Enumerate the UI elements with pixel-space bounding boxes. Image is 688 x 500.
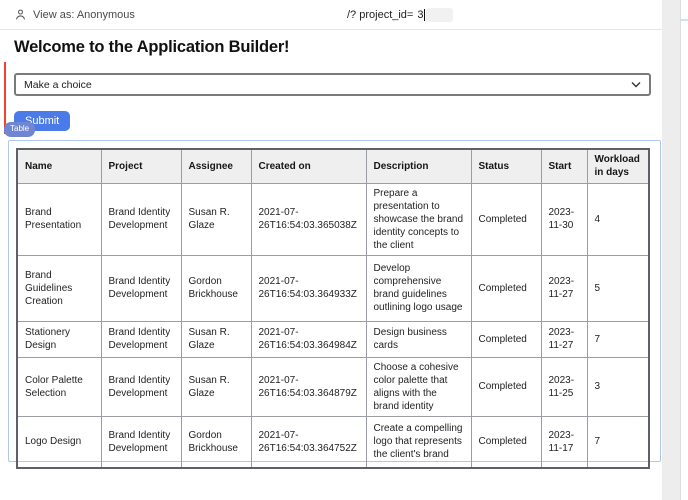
cell-status: Completed xyxy=(470,182,542,256)
table-tooltip-badge: Table xyxy=(4,122,36,137)
component-highlight-line xyxy=(4,62,6,134)
url-prefix-label: /? project_id= xyxy=(347,9,414,21)
cell-description: Prepare a presentation to showcase the b… xyxy=(365,182,472,256)
table-row: Brand Guidelines Creation Brand Identity… xyxy=(16,254,650,322)
column-header-name: Name xyxy=(16,148,102,184)
cell-assignee: Susan R. Glaze xyxy=(180,320,252,358)
data-table: Name Project Assignee Created on Descrip… xyxy=(16,148,650,469)
cell-created-on: 2021-07-26T16:54:03.364984Z xyxy=(250,320,367,358)
column-header-start: Start xyxy=(540,148,588,184)
cell-created-on: 2021-07-26T16:54:03.364752Z xyxy=(250,415,367,469)
cell-description: Develop comprehensive brand guidelines o… xyxy=(365,254,472,322)
column-header-status: Status xyxy=(470,148,542,184)
chevron-down-icon xyxy=(631,81,641,88)
text-caret xyxy=(424,9,426,21)
cell-start: 2023-11-27 xyxy=(540,254,588,322)
cell-project: Brand Identity Development xyxy=(100,182,182,256)
cell-start: 2023-11-27 xyxy=(540,320,588,358)
cell-created-on: 2021-07-26T16:54:03.364933Z xyxy=(250,254,367,322)
cell-assignee: Gordon Brickhouse xyxy=(180,254,252,322)
cell-assignee: Susan R. Glaze xyxy=(180,356,252,417)
cell-name: Color Palette Selection xyxy=(16,356,102,417)
cell-workload: 5 xyxy=(586,254,650,322)
cell-start: 2023-11-25 xyxy=(540,356,588,417)
right-gutter xyxy=(662,0,681,500)
project-id-value: 3 xyxy=(417,9,424,21)
cell-description: Choose a cohesive color palette that ali… xyxy=(365,356,472,417)
column-header-description: Description xyxy=(365,148,472,184)
table-row: Logo Design Brand Identity Development G… xyxy=(16,415,650,469)
column-header-created-on: Created on xyxy=(250,148,367,184)
cell-assignee: Gordon Brickhouse xyxy=(180,415,252,469)
cell-workload: 3 xyxy=(586,356,650,417)
cell-project: Brand Identity Development xyxy=(100,356,182,417)
cell-name: Logo Design xyxy=(16,415,102,469)
cell-status: Completed xyxy=(470,415,542,469)
choice-dropdown[interactable]: Make a choice xyxy=(14,73,651,96)
cell-description: Create a compelling logo that represents… xyxy=(365,415,472,469)
cell-workload: 7 xyxy=(586,415,650,469)
cell-status: Completed xyxy=(470,356,542,417)
page-title: Welcome to the Application Builder! xyxy=(14,38,290,56)
person-icon xyxy=(14,8,27,21)
scroll-indicator[interactable] xyxy=(681,19,688,21)
cell-name: Stationery Design xyxy=(16,320,102,358)
cell-workload: 7 xyxy=(586,320,650,358)
cell-created-on: 2021-07-26T16:54:03.365038Z xyxy=(250,182,367,256)
project-id-input[interactable] xyxy=(426,8,454,22)
column-header-project: Project xyxy=(100,148,182,184)
table-row: Stationery Design Brand Identity Develop… xyxy=(16,320,650,358)
right-page-edge xyxy=(682,0,688,500)
view-as-label: View as: Anonymous xyxy=(33,8,135,21)
cell-status: Completed xyxy=(470,320,542,358)
url-params: /? project_id= 3 xyxy=(347,0,454,30)
cell-description: Design business cards xyxy=(365,320,472,358)
cell-status: Completed xyxy=(470,254,542,322)
cell-project: Brand Identity Development xyxy=(100,415,182,469)
column-header-workload: Workload in days xyxy=(586,148,650,184)
table-row: Color Palette Selection Brand Identity D… xyxy=(16,356,650,417)
table-container: Name Project Assignee Created on Descrip… xyxy=(8,140,661,469)
cell-start: 2023-11-30 xyxy=(540,182,588,256)
view-as-control[interactable]: View as: Anonymous xyxy=(14,8,135,21)
cell-workload: 4 xyxy=(586,182,650,256)
table-header-row: Name Project Assignee Created on Descrip… xyxy=(16,148,650,184)
cell-project: Brand Identity Development xyxy=(100,254,182,322)
cell-name: Brand Guidelines Creation xyxy=(16,254,102,322)
cell-created-on: 2021-07-26T16:54:03.364879Z xyxy=(250,356,367,417)
cell-project: Brand Identity Development xyxy=(100,320,182,358)
cell-assignee: Susan R. Glaze xyxy=(180,182,252,256)
cell-start: 2023-11-17 xyxy=(540,415,588,469)
topbar: View as: Anonymous /? project_id= 3 xyxy=(0,0,662,30)
choice-dropdown-value: Make a choice xyxy=(24,78,92,91)
column-header-assignee: Assignee xyxy=(180,148,252,184)
cell-name: Brand Presentation xyxy=(16,182,102,256)
table-row: Brand Presentation Brand Identity Develo… xyxy=(16,182,650,256)
